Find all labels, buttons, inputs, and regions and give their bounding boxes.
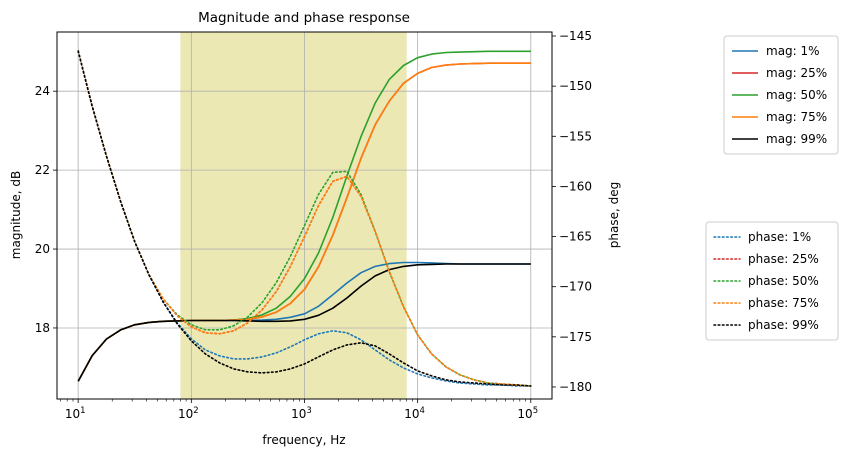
y-axis-ticks: 18 20 22 24	[35, 84, 57, 335]
x-tick-label: 101	[65, 406, 86, 421]
shaded-frequency-band	[180, 32, 407, 399]
y-tick-label: 20	[35, 242, 50, 256]
legend-entry-label: mag: 75%	[766, 110, 827, 124]
y-tick-label: 24	[35, 84, 50, 98]
x-tick-label: 104	[404, 406, 425, 421]
legend-entry-label: phase: 75%	[748, 296, 819, 310]
legend-entry-label: phase: 99%	[748, 318, 819, 332]
y2-tick-label: −175	[559, 330, 592, 344]
magnitude-series-line	[77, 263, 531, 382]
y2-axis-ticks: −145 −150 −155 −160 −165 −170 −175 −180	[552, 29, 592, 394]
legend-magnitude: mag: 1% mag: 25% mag: 50% mag: 75% mag: 99%	[723, 35, 839, 155]
y2-tick-label: −160	[559, 179, 592, 193]
magnitude-lines	[77, 50, 531, 382]
x-axis-ticks: 101 102 103 104 105	[60, 399, 538, 421]
y-axis-label: magnitude, dB	[9, 171, 23, 259]
y-tick-label: 18	[35, 321, 50, 335]
phase-lines	[77, 50, 532, 387]
y2-tick-label: −145	[559, 29, 592, 43]
legend-entry-label: mag: 99%	[766, 132, 827, 146]
plot-area	[56, 31, 553, 400]
phase-series-line	[77, 50, 532, 387]
legend-entry-label: mag: 1%	[766, 44, 820, 58]
y2-tick-label: −155	[559, 129, 592, 143]
legend-phase: phase: 1% phase: 25% phase: 50% phase: 75% p…	[705, 221, 839, 341]
legend-entry-label: phase: 1%	[748, 230, 811, 244]
chart-title: Magnitude and phase response	[198, 10, 410, 26]
x-tick-label: 105	[517, 406, 538, 421]
y-tick-label: 22	[35, 163, 50, 177]
y2-tick-label: −170	[559, 280, 592, 294]
y2-tick-label: −180	[559, 380, 592, 394]
x-axis-label: frequency, Hz	[262, 433, 345, 447]
y2-tick-label: −165	[559, 230, 592, 244]
legend-box	[705, 221, 839, 341]
x-tick-label: 103	[291, 406, 312, 421]
legend-entry-label: mag: 25%	[766, 66, 827, 80]
grid-lines	[57, 32, 552, 399]
x-tick-label: 102	[178, 406, 199, 421]
legend-entry-label: mag: 50%	[766, 88, 827, 102]
y2-tick-label: −150	[559, 79, 592, 93]
legend-box	[723, 35, 839, 155]
legend-entry-label: phase: 50%	[748, 274, 819, 288]
legend-entry-label: phase: 25%	[748, 252, 819, 266]
y2-axis-label: phase, deg	[607, 182, 621, 248]
